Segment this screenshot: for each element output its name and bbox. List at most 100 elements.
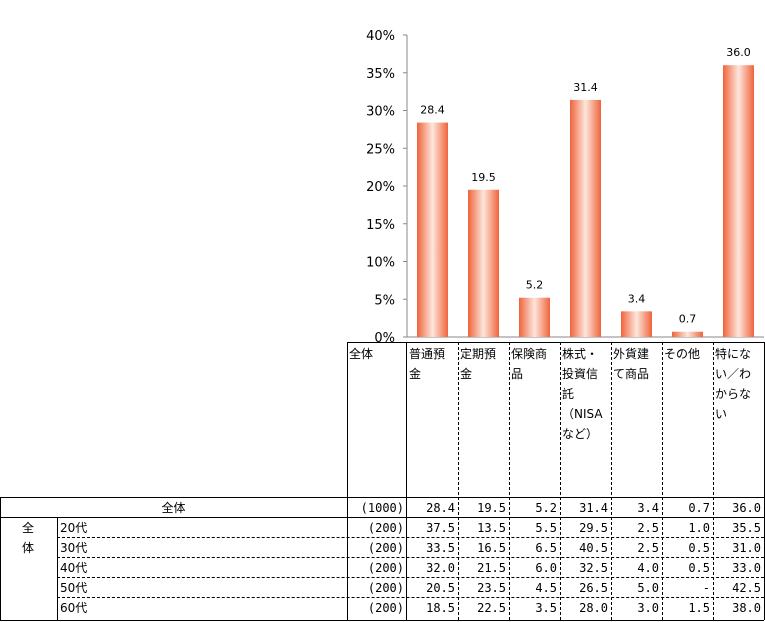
table-cell: 16.5 bbox=[477, 541, 506, 555]
bar bbox=[723, 65, 754, 337]
table-cell: 5.0 bbox=[637, 581, 659, 595]
y-tick-label: 35% bbox=[366, 67, 395, 82]
row-n: (1000) bbox=[360, 501, 404, 515]
table-cell: 1.5 bbox=[688, 601, 710, 615]
table-cell: 1.0 bbox=[688, 521, 710, 535]
table-cell: 18.5 bbox=[426, 601, 455, 615]
y-tick-label: 20% bbox=[366, 180, 395, 195]
table-vline bbox=[611, 342, 612, 620]
row-n: (200) bbox=[367, 581, 404, 595]
column-header: その他 bbox=[664, 347, 701, 361]
bar bbox=[672, 331, 703, 337]
table-hline bbox=[57, 557, 764, 558]
data-label: 36.0 bbox=[726, 46, 751, 59]
table-vline bbox=[347, 342, 348, 620]
table-hline bbox=[0, 497, 764, 498]
data-label: 0.7 bbox=[679, 313, 697, 326]
table-cell: 3.5 bbox=[535, 601, 557, 615]
data-label: 19.5 bbox=[471, 171, 496, 184]
table-cell: 33.5 bbox=[426, 541, 455, 555]
table-cell: 6.0 bbox=[535, 561, 557, 575]
data-label: 31.4 bbox=[573, 81, 598, 94]
table-cell: 31.4 bbox=[579, 501, 608, 515]
bar bbox=[570, 99, 601, 338]
y-tick-label: 0% bbox=[374, 331, 395, 345]
table-vline bbox=[713, 342, 714, 620]
table-hline bbox=[57, 537, 764, 538]
bar bbox=[417, 122, 448, 337]
data-label: 28.4 bbox=[420, 104, 445, 117]
table-cell: 22.5 bbox=[477, 601, 506, 615]
table-cell: 4.0 bbox=[637, 561, 659, 575]
table-cell: 38.0 bbox=[732, 601, 761, 615]
table-cell: 32.5 bbox=[579, 561, 608, 575]
table-cell: 20.5 bbox=[426, 581, 455, 595]
bar bbox=[468, 189, 499, 337]
data-label: 5.2 bbox=[526, 279, 544, 292]
group-label: 全 体 bbox=[22, 521, 35, 555]
table-hline bbox=[347, 342, 764, 343]
row-n: (200) bbox=[367, 561, 404, 575]
table-cell: 19.5 bbox=[477, 501, 506, 515]
table-cell: 36.0 bbox=[732, 501, 761, 515]
bar-chart: 0% 5% 10% 15% 20% 25% 30% 35% 40% 28.4 19.5 5.2 31.… bbox=[366, 29, 764, 345]
row-n: (200) bbox=[367, 601, 404, 615]
column-header: 普通預 金 bbox=[409, 347, 446, 381]
y-tick-label: 25% bbox=[366, 142, 395, 157]
y-tick-label: 30% bbox=[366, 105, 395, 120]
column-header: 定期預 金 bbox=[460, 347, 497, 381]
table-cell: 37.5 bbox=[426, 521, 455, 535]
row-label: 20代 bbox=[60, 521, 88, 535]
table-cell: 23.5 bbox=[477, 581, 506, 595]
table-cell: 2.5 bbox=[637, 541, 659, 555]
bar bbox=[519, 297, 550, 337]
column-header: 外貨建 て商品 bbox=[613, 347, 650, 381]
table-cell: 35.5 bbox=[732, 521, 761, 535]
table-cell: 5.2 bbox=[535, 501, 557, 515]
row-n: (200) bbox=[367, 541, 404, 555]
table-cell: 6.5 bbox=[535, 541, 557, 555]
table-cell: 28.4 bbox=[426, 501, 455, 515]
column-header: 株式・ 投資信 託 （NISA など） bbox=[562, 347, 603, 441]
column-header: 特にな い／わ からな い bbox=[715, 347, 752, 421]
row-n: (200) bbox=[367, 521, 404, 535]
table-cell: 2.5 bbox=[637, 521, 659, 535]
table-cell: 5.5 bbox=[535, 521, 557, 535]
table-cell: 0.7 bbox=[688, 501, 710, 515]
table-hline bbox=[57, 597, 764, 598]
y-tick-label: 10% bbox=[366, 256, 395, 271]
table-cell: 0.5 bbox=[688, 541, 710, 555]
y-tick-label: 5% bbox=[374, 293, 395, 308]
bar bbox=[621, 311, 652, 337]
table-cell: - bbox=[702, 581, 710, 595]
table-cell: 31.0 bbox=[732, 541, 761, 555]
table-cell: 3.0 bbox=[637, 601, 659, 615]
table-vline bbox=[662, 342, 663, 620]
table-cell: 42.5 bbox=[732, 581, 761, 595]
table-vline bbox=[458, 342, 459, 620]
table-vline bbox=[57, 517, 58, 620]
table-cell: 29.5 bbox=[579, 521, 608, 535]
y-tick-label: 40% bbox=[366, 29, 395, 44]
table-hline bbox=[57, 577, 764, 578]
table-cell: 4.5 bbox=[535, 581, 557, 595]
row-label: 40代 bbox=[60, 561, 88, 575]
table-cell: 21.5 bbox=[477, 561, 506, 575]
table-vline bbox=[509, 342, 510, 620]
row-label: 全体 bbox=[161, 501, 186, 515]
y-tick-label: 15% bbox=[366, 218, 395, 233]
table-hline bbox=[0, 517, 764, 518]
table-cell: 32.0 bbox=[426, 561, 455, 575]
row-label: 30代 bbox=[60, 541, 88, 555]
row-label: 60代 bbox=[60, 601, 88, 615]
column-header: 保険商 品 bbox=[511, 347, 548, 381]
table-cell: 33.0 bbox=[732, 561, 761, 575]
table-hline bbox=[0, 620, 764, 621]
table-vline bbox=[0, 497, 1, 620]
header-total: 全体 bbox=[349, 347, 374, 361]
data-label: 3.4 bbox=[628, 292, 646, 305]
table-vline bbox=[406, 342, 407, 620]
table-cell: 13.5 bbox=[477, 521, 506, 535]
table-vline bbox=[560, 342, 561, 620]
table-cell: 26.5 bbox=[579, 581, 608, 595]
